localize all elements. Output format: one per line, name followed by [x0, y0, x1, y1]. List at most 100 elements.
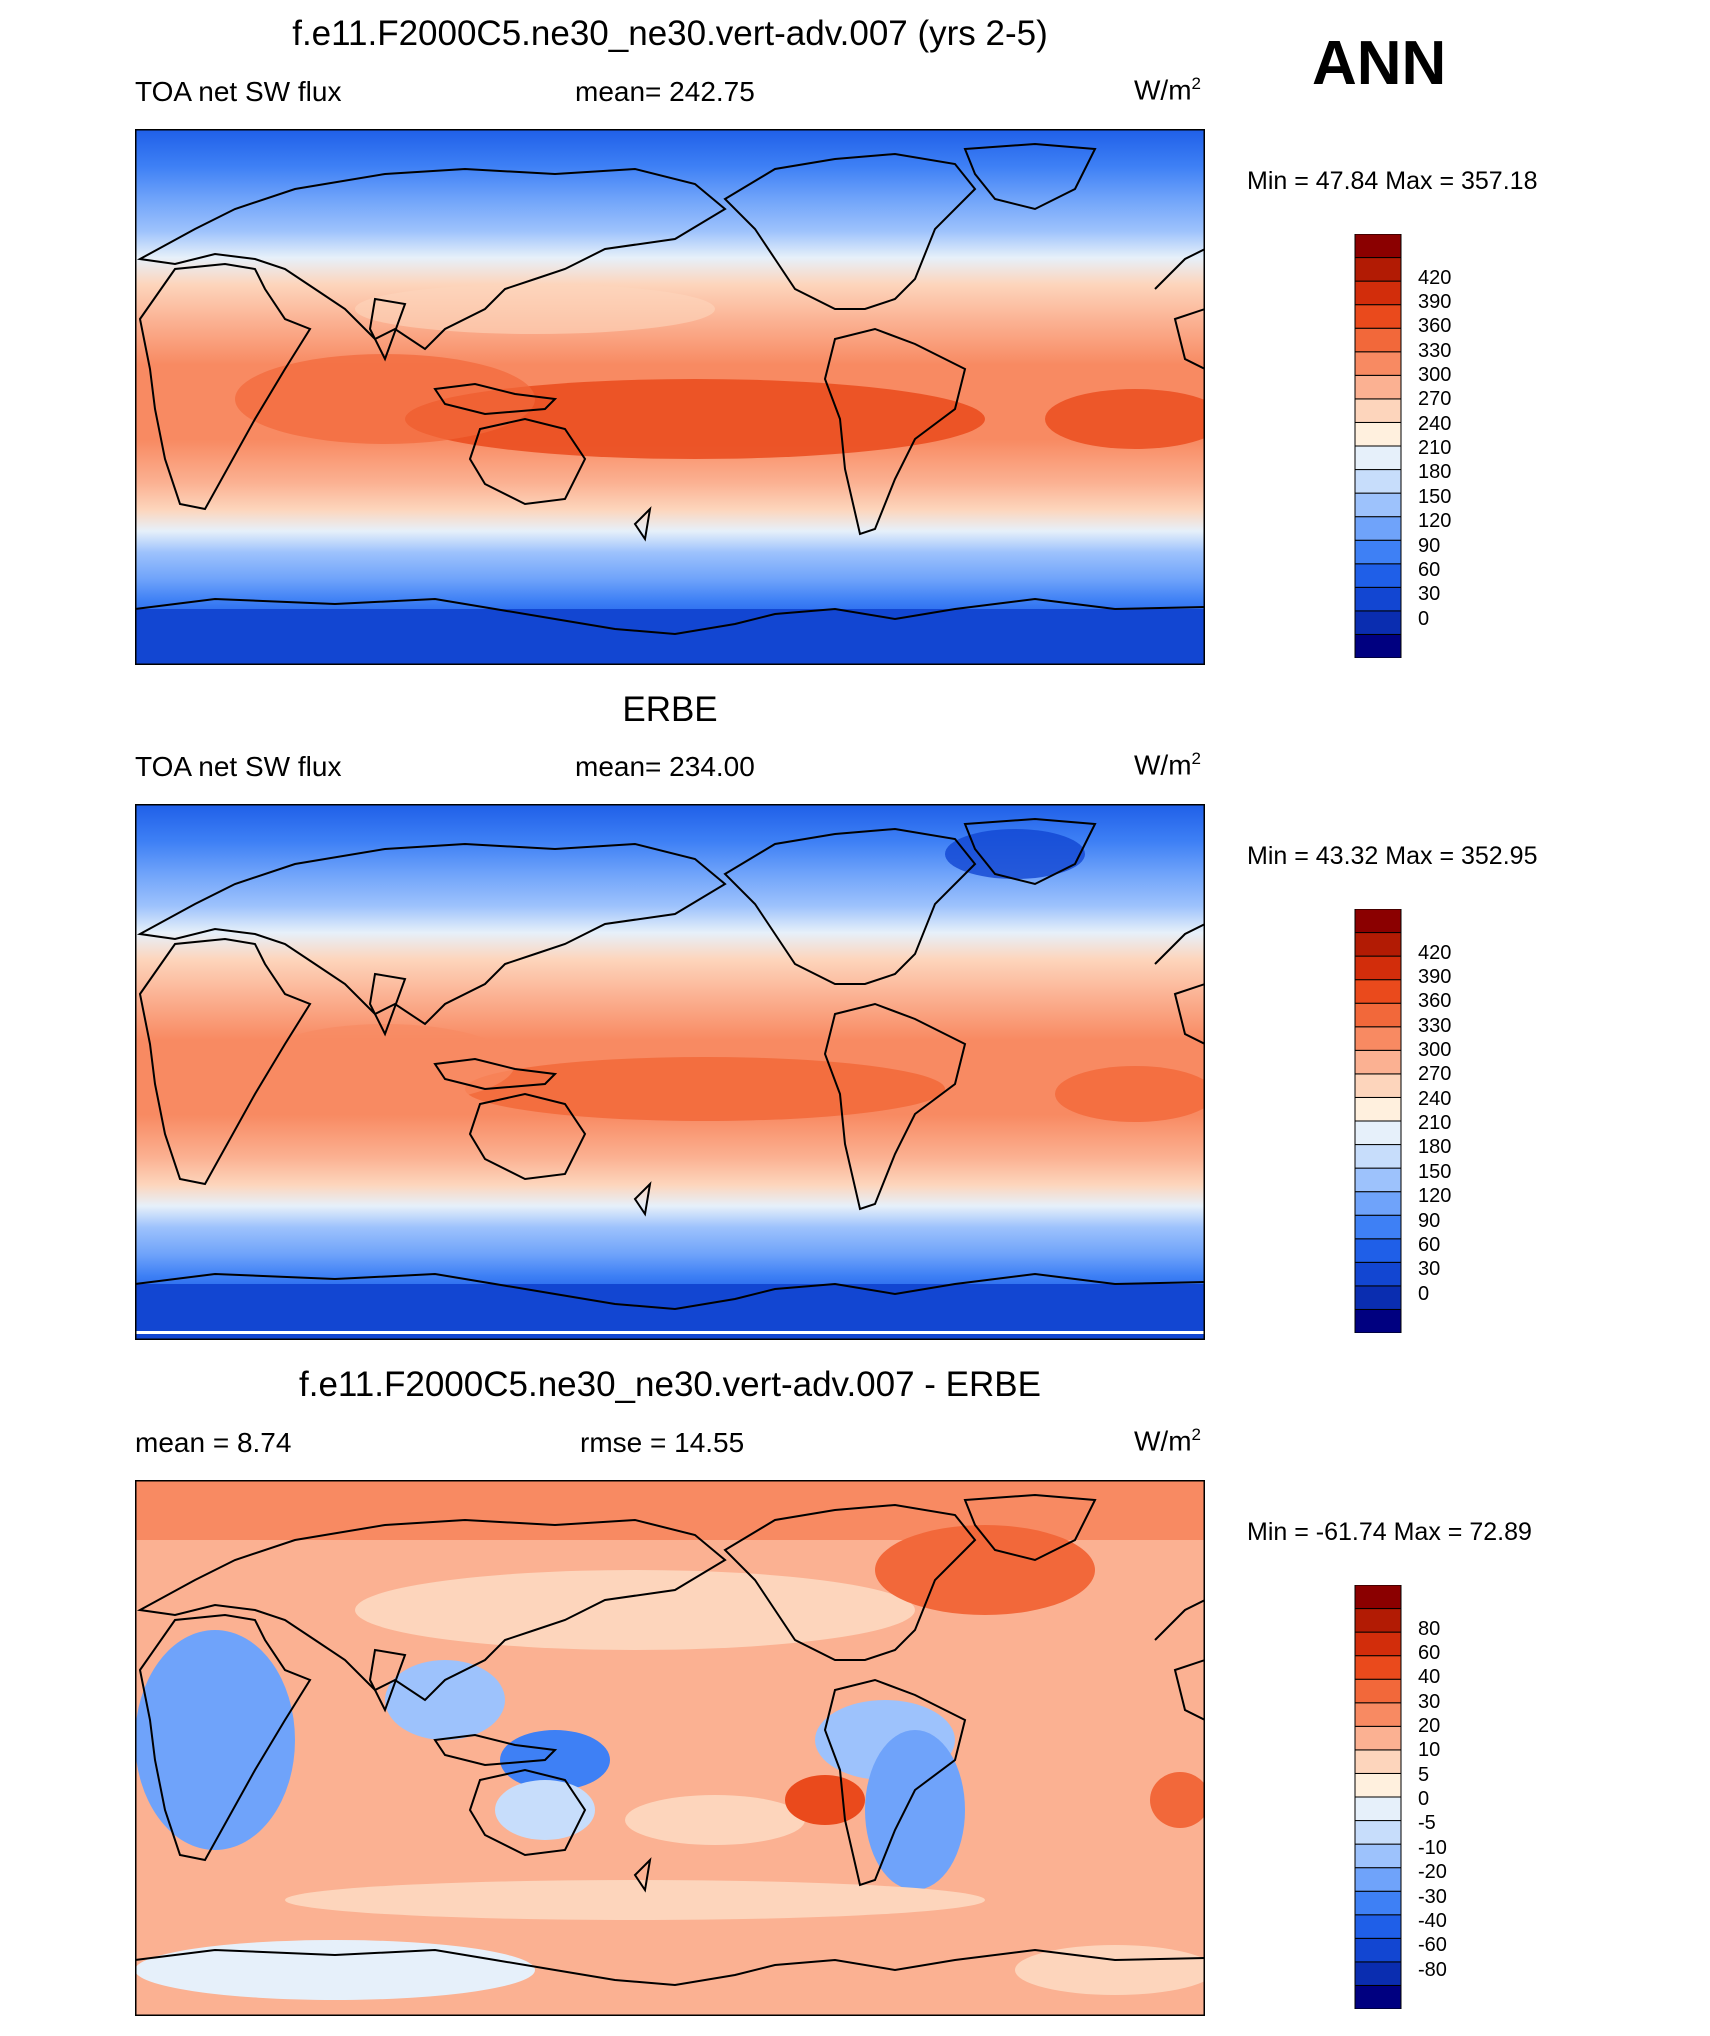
colorbar-swatch [1354, 1961, 1402, 1986]
colorbar-swatch [1354, 1608, 1402, 1633]
colorbar-tick-label: 210 [1418, 437, 1452, 460]
colorbar-tick-label: 60 [1418, 558, 1441, 581]
colorbar-swatch [1354, 1002, 1402, 1028]
colorbar-tick-label: 150 [1418, 485, 1452, 508]
panel-3-rmse: rmse = 14.55 [580, 1427, 745, 1458]
colorbar-swatch [1354, 1914, 1402, 1939]
panel-3-title: f.e11.F2000C5.ne30_ne30.vert-adv.007 - E… [299, 1365, 1041, 1404]
colorbar-tick-label: 30 [1418, 1690, 1441, 1713]
colorbar-tick-label: 150 [1418, 1160, 1452, 1183]
colorbar-tick-label: -10 [1418, 1836, 1447, 1859]
colorbar-tick-label: 5 [1418, 1763, 1430, 1786]
colorbar-swatch [1354, 955, 1402, 981]
colorbar-swatch [1354, 563, 1402, 588]
colorbar-swatch [1354, 1749, 1402, 1774]
colorbar-tick-label: 90 [1418, 534, 1441, 557]
panel-1-title: f.e11.F2000C5.ne30_ne30.vert-adv.007 (yr… [292, 14, 1048, 53]
colorbar-swatch [1354, 492, 1402, 518]
colorbar-swatch [1354, 1026, 1402, 1051]
colorbar-swatch [1354, 1073, 1402, 1098]
colorbar-tick-label: 20 [1418, 1715, 1441, 1738]
colorbar-swatch [1354, 1261, 1402, 1287]
colorbar-tick-label: 330 [1418, 1014, 1452, 1037]
panel-3-mean: mean = 8.74 [135, 1427, 292, 1458]
colorbar-tick-label: 240 [1418, 1087, 1452, 1110]
colorbar-swatch [1354, 539, 1402, 565]
colorbar-tick-label: 300 [1418, 364, 1452, 387]
colorbar-tick-label: 390 [1418, 965, 1452, 988]
panel-1-variable: TOA net SW flux [135, 76, 342, 107]
colorbar-swatch [1354, 1796, 1402, 1822]
colorbar-swatch [1354, 469, 1402, 494]
colorbar-swatch [1354, 1820, 1402, 1845]
colorbar-swatch [1354, 1214, 1402, 1240]
colorbar-tick-label: -20 [1418, 1861, 1447, 1884]
colorbar-tick-label: 60 [1418, 1233, 1441, 1256]
colorbar-tick-label: 360 [1418, 990, 1452, 1013]
colorbar-tick-label: 120 [1418, 1185, 1452, 1208]
colorbar-swatch [1354, 1725, 1402, 1751]
colorbar-swatch [1354, 351, 1402, 376]
colorbar-swatch [1354, 516, 1402, 541]
colorbar-swatch [1354, 1144, 1402, 1169]
colorbar-tick-label: -5 [1418, 1812, 1436, 1835]
colorbar-swatch [1354, 234, 1402, 259]
panel-3-map [135, 1480, 1205, 2016]
colorbar-tick-label: 300 [1418, 1039, 1452, 1062]
colorbar-tick-label: 30 [1418, 583, 1441, 606]
colorbar-tick-label: 80 [1418, 1617, 1441, 1640]
colorbar-tick-label: 270 [1418, 388, 1452, 411]
colorbar-swatch [1354, 586, 1402, 612]
colorbar-swatch [1354, 421, 1402, 447]
colorbar-tick-label: 180 [1418, 1136, 1452, 1159]
colorbar-tick-label: 0 [1418, 1788, 1430, 1811]
colorbar-swatch [1354, 257, 1402, 282]
colorbar-swatch [1354, 1120, 1402, 1146]
colorbar-swatch [1354, 445, 1402, 471]
colorbar-swatch [1354, 1167, 1402, 1193]
panel-3-colorbar [1354, 1585, 1402, 2009]
panel-2-minmax: Min = 43.32 Max = 352.95 [1247, 842, 1538, 870]
colorbar-swatch [1354, 280, 1402, 306]
colorbar-tick-label: 210 [1418, 1112, 1452, 1135]
colorbar-swatch [1354, 1678, 1402, 1704]
colorbar-tick-label: 420 [1418, 266, 1452, 289]
colorbar-tick-label: -80 [1418, 1958, 1447, 1981]
panel-2-title: ERBE [622, 690, 718, 729]
colorbar-swatch [1354, 1238, 1402, 1263]
colorbar-swatch [1354, 1702, 1402, 1727]
panel-1-mean: mean= 242.75 [575, 76, 755, 107]
panel-3-minmax: Min = -61.74 Max = 72.89 [1247, 1518, 1532, 1546]
colorbar-swatch [1354, 1843, 1402, 1869]
colorbar-tick-label: 0 [1418, 1282, 1430, 1305]
colorbar-swatch [1354, 1096, 1402, 1122]
colorbar-swatch [1354, 327, 1402, 353]
panel-3-units: W/m2 [1134, 1425, 1201, 1457]
panel-2-units: W/m2 [1134, 749, 1201, 781]
colorbar-tick-label: -40 [1418, 1909, 1447, 1932]
panel-2-colorbar [1354, 909, 1402, 1333]
colorbar-swatch [1354, 633, 1402, 658]
colorbar-swatch [1354, 1867, 1402, 1892]
colorbar-tick-label: 270 [1418, 1063, 1452, 1086]
season-label: ANN [1312, 29, 1447, 98]
panel-2-map [135, 804, 1205, 1340]
colorbar-swatch [1354, 374, 1402, 400]
colorbar-tick-label: 40 [1418, 1666, 1441, 1689]
colorbar-swatch [1354, 1049, 1402, 1075]
colorbar-tick-label: 330 [1418, 339, 1452, 362]
panel-1-map [135, 129, 1205, 665]
colorbar-tick-label: 90 [1418, 1209, 1441, 1232]
colorbar-tick-label: 120 [1418, 510, 1452, 533]
colorbar-swatch [1354, 1655, 1402, 1680]
colorbar-swatch [1354, 1772, 1402, 1798]
colorbar-swatch [1354, 979, 1402, 1004]
colorbar-swatch [1354, 1308, 1402, 1333]
colorbar-tick-label: 180 [1418, 461, 1452, 484]
colorbar-swatch [1354, 1937, 1402, 1963]
colorbar-tick-label: 30 [1418, 1258, 1441, 1281]
colorbar-swatch [1354, 909, 1402, 934]
colorbar-tick-label: 0 [1418, 607, 1430, 630]
colorbar-swatch [1354, 398, 1402, 423]
panel-1-minmax: Min = 47.84 Max = 357.18 [1247, 167, 1538, 195]
